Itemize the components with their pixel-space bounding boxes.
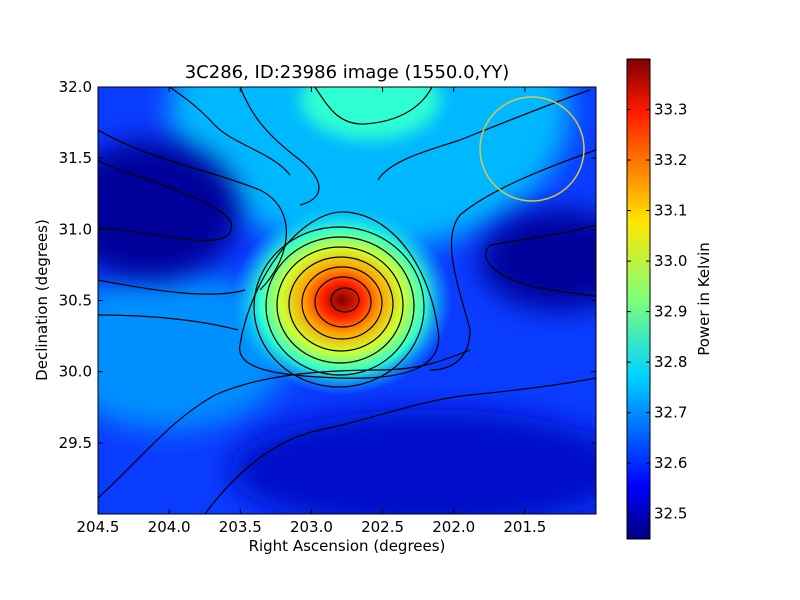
- colorbar-ticks: 32.5 32.6 32.7 32.8 32.9 33.0 33.1 33.2 33.3: [627, 101, 687, 523]
- contour-lines: [98, 87, 596, 514]
- colorbar-tick-label: 33.0: [654, 252, 687, 270]
- colorbar-tick-label: 32.6: [654, 454, 687, 472]
- y-axis-ticks: 29.5 30.0 30.5 31.0 31.5 32.0: [59, 78, 596, 452]
- heatmap-image: [98, 87, 596, 514]
- y-tick-label: 30.0: [59, 363, 92, 381]
- beam-circle: [479, 96, 585, 202]
- colorbar-tick-label: 32.8: [654, 353, 687, 371]
- colorbar-tick-label: 32.7: [654, 404, 687, 422]
- x-tick-label: 203.5: [219, 518, 262, 536]
- colorbar-label: Power in Kelvin: [695, 242, 713, 356]
- y-tick-label: 32.0: [59, 78, 92, 96]
- chart-title: 3C286, ID:23986 image (1550.0,YY): [185, 62, 510, 83]
- colorbar-tick-label: 33.1: [654, 202, 687, 220]
- y-axis-label: Declination (degrees): [33, 219, 51, 381]
- y-tick-label: 29.5: [59, 434, 92, 452]
- y-tick-label: 30.5: [59, 292, 92, 310]
- x-tick-label: 201.5: [503, 518, 546, 536]
- x-tick-label: 202.0: [432, 518, 475, 536]
- x-tick-label: 204.5: [77, 518, 120, 536]
- colorbar-tick-label: 33.3: [654, 101, 687, 119]
- colorbar-tick-label: 33.2: [654, 151, 687, 169]
- x-tick-label: 202.5: [361, 518, 404, 536]
- x-tick-label: 203.0: [290, 518, 333, 536]
- colorbar-tick-label: 32.9: [654, 303, 687, 321]
- y-tick-label: 31.0: [59, 220, 92, 238]
- x-axis-label: Right Ascension (degrees): [249, 537, 446, 555]
- colorbar-tick-label: 32.5: [654, 505, 687, 523]
- y-tick-label: 31.5: [59, 149, 92, 167]
- x-tick-label: 204.0: [148, 518, 191, 536]
- colorbar: [626, 58, 651, 540]
- x-axis-ticks: 204.5 204.0 203.5 203.0 202.5 202.0 201.5: [77, 87, 546, 536]
